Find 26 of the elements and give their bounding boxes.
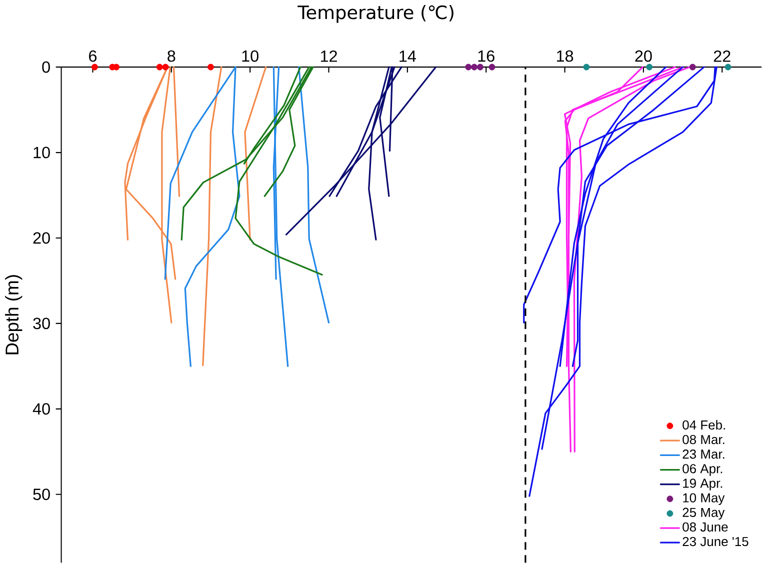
y-tick-label: 50 — [33, 488, 50, 500]
y-tick-label: 10 — [34, 147, 50, 158]
legend-label: 08 Mar. — [682, 435, 724, 444]
x-tick-label: 16 — [478, 50, 494, 62]
x-tick-label: 6 — [89, 50, 97, 62]
x-tick-label: 20 — [635, 50, 652, 62]
y-tick-label: 40 — [32, 403, 50, 415]
x-tick-label: 10 — [242, 50, 258, 62]
x-tick-label: 14 — [400, 50, 416, 62]
legend-label: 10 May — [683, 493, 725, 506]
y-tick-label: 0 — [42, 62, 50, 74]
legend-label: 04 Feb. — [682, 420, 725, 430]
y-tick-label: 20 — [33, 232, 50, 244]
x-axis-title: Temperature (℃) — [298, 5, 454, 24]
legend-label: 23 Mar. — [682, 450, 724, 459]
legend-label: 19 Apr. — [683, 478, 722, 491]
x-tick-label: 8 — [168, 50, 176, 62]
x-tick-label: 22 — [714, 50, 730, 62]
y-tick-label: 30 — [33, 318, 50, 330]
legend-label: 06 Apr. — [682, 464, 722, 476]
y-axis-title: Depth (m) — [5, 275, 22, 355]
legend-label: 23 June '15 — [682, 537, 748, 546]
legend-label: 08 June — [682, 522, 728, 532]
x-tick-label: 18 — [556, 50, 574, 62]
legend-label: 25 May — [682, 508, 725, 520]
x-tick-label: 12 — [320, 50, 337, 62]
